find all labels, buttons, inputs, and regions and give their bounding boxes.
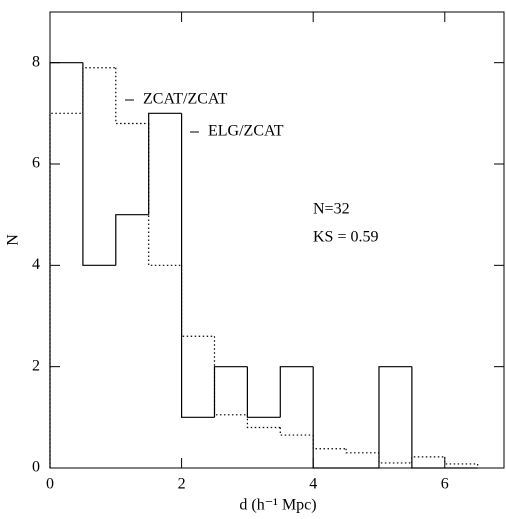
plot-frame bbox=[49, 11, 505, 469]
legend-label: ELG/ZCAT bbox=[208, 123, 284, 140]
histogram-step bbox=[82, 67, 116, 114]
y-axis-label: N bbox=[5, 234, 22, 246]
histogram-step bbox=[279, 427, 314, 436]
histogram-step bbox=[378, 366, 412, 468]
histogram-step bbox=[411, 456, 445, 463]
histogram-step bbox=[213, 366, 248, 418]
x-tick-label: 2 bbox=[178, 476, 186, 493]
histogram-step bbox=[180, 113, 215, 418]
x-tick-label: 4 bbox=[309, 476, 317, 493]
histogram-step bbox=[312, 435, 347, 450]
annotation: N=32 bbox=[313, 201, 350, 218]
y-tick-label: 8 bbox=[32, 53, 40, 70]
histogram-step bbox=[411, 366, 445, 469]
histogram-step bbox=[345, 448, 379, 454]
histogram-step bbox=[49, 62, 83, 468]
histogram-step bbox=[49, 112, 83, 468]
histogram-step bbox=[180, 265, 215, 337]
histogram-step bbox=[148, 123, 182, 266]
histogram-step bbox=[246, 366, 281, 418]
histogram-step bbox=[378, 452, 412, 464]
histogram-step bbox=[213, 336, 248, 416]
histogram-step bbox=[148, 112, 182, 215]
y-tick-label: 2 bbox=[32, 357, 40, 374]
legend-label: ZCAT/ZCAT bbox=[143, 91, 228, 108]
histogram-step bbox=[312, 366, 347, 469]
x-tick-label: 6 bbox=[441, 476, 449, 493]
histogram-step bbox=[115, 214, 149, 266]
histogram-step bbox=[444, 456, 478, 465]
y-tick-label: 4 bbox=[32, 256, 40, 273]
histogram-step bbox=[82, 62, 116, 266]
y-tick-label: 0 bbox=[32, 459, 40, 476]
histogram-step bbox=[279, 366, 314, 418]
y-tick-label: 6 bbox=[32, 155, 40, 172]
annotation: KS = 0.59 bbox=[313, 229, 378, 246]
histogram-step bbox=[246, 414, 281, 429]
x-axis-label: d (h⁻¹ Mpc) bbox=[239, 497, 316, 514]
x-tick-label: 0 bbox=[46, 476, 54, 493]
